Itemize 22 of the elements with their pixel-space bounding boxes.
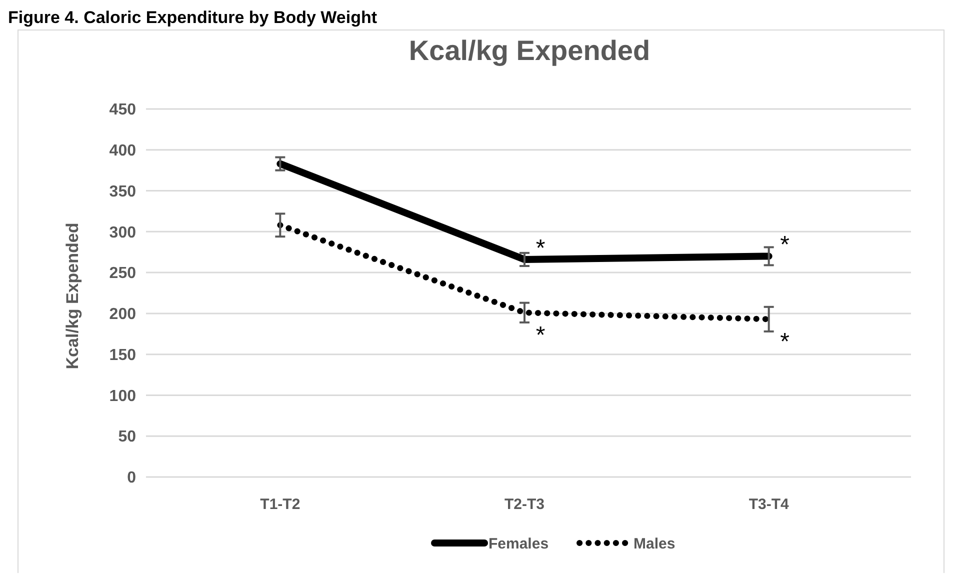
y-tick-label: 250 [109, 265, 136, 282]
y-tick-label: 350 [109, 183, 136, 200]
y-tick-label: 50 [118, 428, 136, 446]
y-tick-label: 150 [109, 346, 136, 364]
y-tick-label: 0 [127, 470, 136, 487]
y-tick-label: 300 [109, 224, 136, 242]
chart-title: Kcal/kg Expended [408, 35, 650, 66]
annotation: * [536, 234, 546, 262]
x-tick-label: T1-T2 [260, 496, 300, 513]
x-tick-label: T2-T3 [504, 496, 545, 513]
legend-label: Females [488, 535, 549, 552]
y-axis-title: Kcal/kg Expended [63, 222, 82, 370]
y-tick-label: 450 [109, 102, 136, 119]
y-tick-label: 100 [109, 388, 136, 405]
annotation: * [536, 322, 546, 350]
annotation: * [780, 232, 790, 259]
y-tick-label: 200 [109, 306, 136, 324]
y-tick-label: 400 [109, 142, 136, 160]
caption: Figure 4. Caloric Expenditure by Body Weight [8, 8, 378, 27]
x-tick-label: T3-T4 [748, 496, 790, 513]
annotation: * [780, 328, 790, 356]
legend-label: Males [634, 535, 676, 552]
